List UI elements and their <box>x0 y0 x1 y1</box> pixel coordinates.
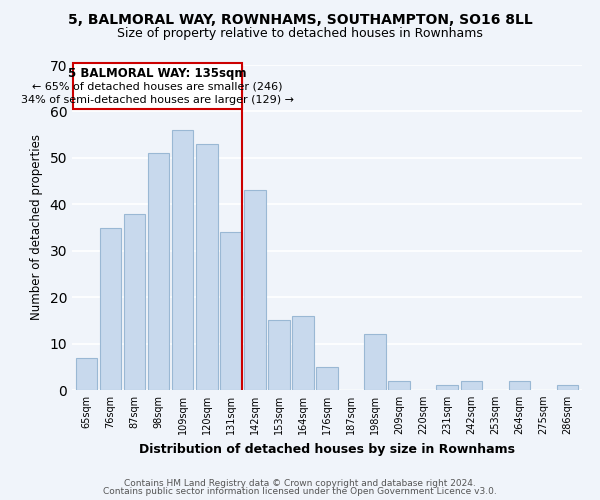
FancyBboxPatch shape <box>73 62 242 109</box>
Bar <box>316 367 338 390</box>
Bar <box>388 380 410 390</box>
Text: Contains HM Land Registry data © Crown copyright and database right 2024.: Contains HM Land Registry data © Crown c… <box>124 478 476 488</box>
Bar <box>76 358 97 390</box>
Text: Contains public sector information licensed under the Open Government Licence v3: Contains public sector information licen… <box>103 487 497 496</box>
Bar <box>461 380 482 390</box>
Bar <box>292 316 314 390</box>
Bar <box>220 232 242 390</box>
Bar <box>244 190 266 390</box>
Bar <box>172 130 193 390</box>
Bar <box>100 228 121 390</box>
X-axis label: Distribution of detached houses by size in Rownhams: Distribution of detached houses by size … <box>139 442 515 456</box>
Text: 5, BALMORAL WAY, ROWNHAMS, SOUTHAMPTON, SO16 8LL: 5, BALMORAL WAY, ROWNHAMS, SOUTHAMPTON, … <box>68 12 532 26</box>
Bar <box>268 320 290 390</box>
Bar <box>196 144 218 390</box>
Text: 34% of semi-detached houses are larger (129) →: 34% of semi-detached houses are larger (… <box>21 95 294 105</box>
Text: 5 BALMORAL WAY: 135sqm: 5 BALMORAL WAY: 135sqm <box>68 68 247 80</box>
Y-axis label: Number of detached properties: Number of detached properties <box>29 134 43 320</box>
Bar <box>148 153 169 390</box>
Bar <box>509 380 530 390</box>
Bar <box>557 386 578 390</box>
Bar <box>436 386 458 390</box>
Bar <box>364 334 386 390</box>
Text: ← 65% of detached houses are smaller (246): ← 65% of detached houses are smaller (24… <box>32 82 283 92</box>
Bar <box>124 214 145 390</box>
Text: Size of property relative to detached houses in Rownhams: Size of property relative to detached ho… <box>117 28 483 40</box>
